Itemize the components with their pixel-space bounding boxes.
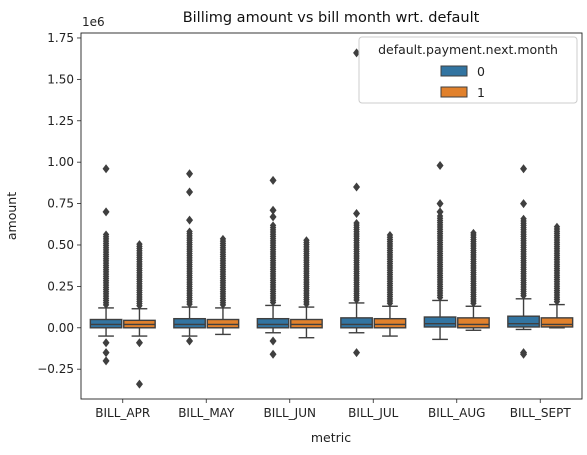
outlier-point (353, 209, 361, 219)
x-tick-label: BILL_APR (95, 406, 150, 420)
box-body (507, 315, 540, 328)
x-tick-label: BILL_MAY (178, 406, 235, 420)
outlier-point (353, 348, 361, 358)
y-tick-label: 0.00 (47, 321, 74, 335)
box-body (290, 318, 323, 329)
outlier-point (386, 231, 394, 240)
box-body (89, 318, 123, 329)
box-bill-sept-series-1 (540, 222, 574, 329)
outlier-point (135, 338, 143, 348)
outlier-point (186, 215, 194, 225)
box-body (540, 317, 574, 328)
legend: default.payment.next.month 0 1 (358, 36, 578, 104)
outlier-point (186, 169, 194, 179)
plot-frame (80, 32, 583, 400)
outlier-point (353, 218, 360, 227)
outlier-point (102, 230, 110, 239)
box-bill-jun-series-0 (256, 175, 290, 359)
outlier-point (102, 164, 110, 174)
box-body (206, 318, 240, 329)
legend-box (358, 36, 578, 104)
x-tick-label: BILL_JUN (264, 406, 316, 420)
outlier-point (269, 336, 277, 346)
outlier-point (470, 228, 477, 237)
outlier-point (269, 205, 277, 215)
outlier-point (219, 234, 227, 243)
box-bill-jul-series-1 (373, 231, 407, 337)
box-body (173, 317, 206, 329)
legend-title: default.payment.next.month (378, 42, 558, 57)
outlier-point (186, 336, 194, 346)
box-bill-aug-series-0 (423, 160, 457, 341)
y-tick-label: 0.75 (47, 197, 74, 211)
y-tick-label: 0.50 (47, 238, 74, 252)
box-body (423, 316, 457, 328)
outlier-point (520, 199, 528, 209)
box-body (340, 317, 373, 329)
x-tick-label: BILL_JUL (348, 406, 398, 420)
outlier-point (269, 175, 277, 185)
outlier-point (269, 349, 277, 359)
box-body (457, 317, 490, 329)
axes: −0.25 0.00 0.25 0.50 0.75 1.00 1.25 1.50 1.75 BIL… (37, 31, 583, 420)
outlier-point (520, 164, 528, 174)
outlier-point (436, 160, 444, 170)
outlier-point (353, 182, 361, 192)
legend-label: 1 (477, 85, 485, 100)
y-offset-label: 1e6 (82, 15, 105, 29)
legend-label: 0 (477, 64, 485, 79)
outlier-point (136, 240, 143, 249)
outlier-point (102, 356, 110, 366)
x-tick-label: BILL_SEPT (510, 406, 572, 420)
box-bill-aug-series-1 (457, 228, 490, 331)
y-axis-title: amount (4, 192, 19, 240)
outlier-point (436, 199, 444, 209)
outlier-point (553, 222, 561, 231)
box-body (256, 317, 290, 329)
y-tick-label: 1.25 (47, 114, 74, 128)
outlier-point (269, 221, 277, 230)
box-bill-jul-series-0 (340, 48, 373, 358)
outlier-point (303, 236, 310, 245)
outlier-point (186, 187, 194, 197)
box-bill-may-series-0 (173, 169, 206, 346)
outlier-point (269, 212, 277, 222)
outlier-point (102, 338, 110, 348)
outlier-point (102, 348, 110, 358)
box-bill-sept-series-0 (507, 164, 540, 359)
y-tick-label: 0.25 (47, 279, 74, 293)
box-bill-jun-series-1 (290, 236, 323, 339)
x-axis-title: metric (311, 430, 351, 445)
y-tick-label: 1.75 (47, 31, 74, 45)
outlier-point (520, 214, 527, 223)
box-body (373, 317, 407, 329)
chart-title: Billimg amount vs bill month wrt. defaul… (183, 10, 480, 26)
legend-swatch (440, 86, 468, 98)
outlier-point (186, 227, 193, 236)
y-tick-label: −0.25 (37, 362, 74, 376)
box-bill-may-series-1 (206, 234, 240, 336)
outlier-point (436, 207, 444, 217)
outlier-point (102, 207, 110, 217)
outlier-point (520, 349, 528, 359)
box-bill-apr-series-0 (89, 164, 123, 366)
outlier-point (135, 379, 143, 389)
box-marks (89, 48, 574, 389)
outlier-point (353, 48, 361, 58)
y-tick-label: 1.00 (47, 155, 74, 169)
box-bill-apr-series-1 (123, 240, 156, 389)
y-tick-label: 1.50 (47, 72, 74, 86)
x-tick-label: BILL_AUG (428, 406, 485, 420)
legend-swatch (440, 65, 468, 77)
